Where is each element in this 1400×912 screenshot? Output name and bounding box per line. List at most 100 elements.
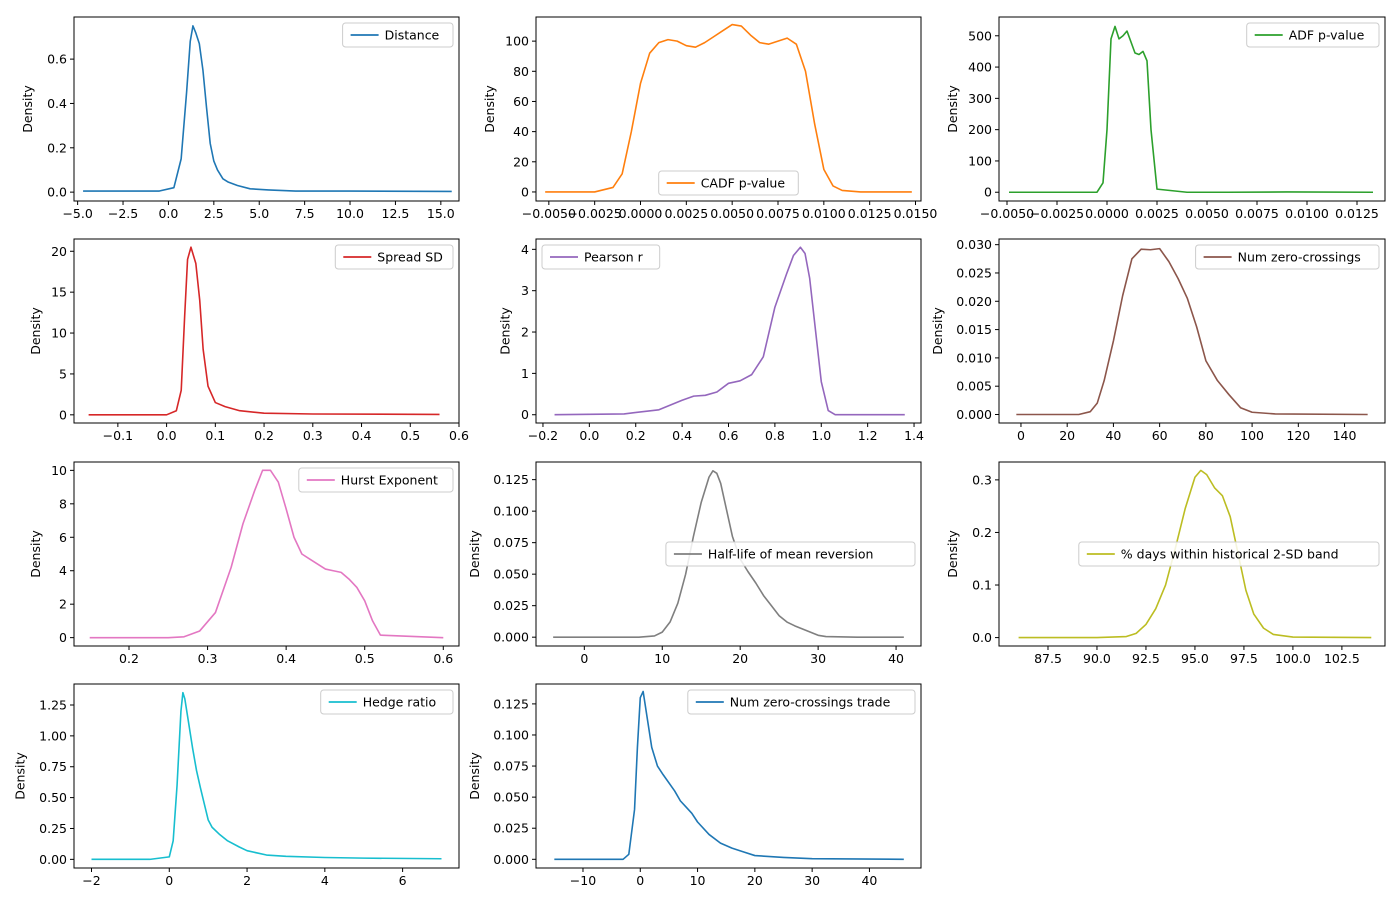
y-tick-label: 0.100 <box>493 504 529 519</box>
x-tick-label: 120 <box>1286 428 1310 443</box>
series-line <box>89 469 444 639</box>
series-line <box>554 246 905 416</box>
y-tick-label: 0.050 <box>493 790 529 805</box>
y-tick-label: 0.2 <box>47 140 67 155</box>
series-line <box>1018 469 1372 639</box>
y-tick-label: 0.025 <box>493 821 529 836</box>
series-line <box>1016 247 1368 416</box>
y-tick-label: 0.005 <box>956 379 992 394</box>
y-tick-label: 0.100 <box>493 727 529 742</box>
legend-label: Half-life of mean reversion <box>708 547 874 562</box>
y-tick-label: 0.50 <box>39 790 67 805</box>
legend-label: Distance <box>385 28 440 43</box>
y-tick-label: 0.25 <box>39 821 67 836</box>
subplot-8: 0 10 20 30 40 0.000 0.025 0.050 0.075 0.100 0.125 D… <box>467 461 922 666</box>
x-tick-label: 30 <box>804 873 820 888</box>
x-tick-label: 7.5 <box>295 206 315 221</box>
x-tick-label: 0.0 <box>158 206 178 221</box>
series-line <box>1009 25 1374 194</box>
y-tick-label: 0.1 <box>972 578 992 593</box>
x-tick-label: −0.0025 <box>568 206 622 221</box>
x-tick-label: 0.6 <box>719 428 739 443</box>
legend-label: % days within historical 2-SD band <box>1121 547 1339 562</box>
x-tick-label: 0.4 <box>352 428 372 443</box>
x-tick-label: 80 <box>1198 428 1214 443</box>
x-tick-label: 0.0050 <box>710 206 754 221</box>
x-tick-label: 0 <box>636 873 644 888</box>
axes-frame <box>73 238 460 424</box>
y-tick-label: 0.075 <box>493 535 529 550</box>
series-line <box>83 25 452 193</box>
x-tick-label: 0.0100 <box>1285 206 1329 221</box>
legend-label: Hurst Exponent <box>341 473 438 488</box>
subplot-5: −0.2 0.0 0.2 0.4 0.6 0.8 1.0 1.2 1.4 0 1 2 3 4 Density… <box>497 238 924 443</box>
y-tick-label: 0.0 <box>972 630 992 645</box>
y-tick-label: 500 <box>968 28 992 43</box>
x-tick-label: 0.5 <box>355 651 375 666</box>
y-tick-label: 40 <box>513 124 529 139</box>
y-tick-label: 0.020 <box>956 294 992 309</box>
legend: Pearson r <box>541 244 661 270</box>
legend-box <box>342 22 454 48</box>
axes-frame <box>73 683 460 869</box>
x-tick-label: 0.3 <box>198 651 218 666</box>
series-line <box>553 470 904 638</box>
legend-box <box>658 170 799 196</box>
x-tick-label: 12.5 <box>382 206 410 221</box>
x-tick-label: 10 <box>654 651 670 666</box>
x-tick-label: 0.0 <box>157 428 177 443</box>
x-tick-label: 102.5 <box>1324 651 1360 666</box>
x-tick-label: 0.2 <box>119 651 139 666</box>
y-tick-label: 0.000 <box>956 407 992 422</box>
x-tick-label: 0.4 <box>276 651 296 666</box>
x-tick-label: 40 <box>888 651 904 666</box>
x-tick-label: 2 <box>243 873 251 888</box>
y-tick-label: 0.125 <box>493 472 529 487</box>
x-tick-label: 0.1 <box>205 428 225 443</box>
y-tick-label: 100 <box>968 153 992 168</box>
x-tick-label: 97.5 <box>1230 651 1258 666</box>
legend-box <box>687 689 916 715</box>
legend-label: Spread SD <box>377 250 443 265</box>
legend-box <box>1195 244 1380 270</box>
y-tick-label: 0.0 <box>47 185 67 200</box>
y-tick-label: 1.25 <box>39 697 67 712</box>
y-axis-label: Density <box>482 85 497 133</box>
y-tick-label: 0.2 <box>972 525 992 540</box>
x-tick-label: 20 <box>1059 428 1075 443</box>
y-axis-label: Density <box>28 307 43 355</box>
y-tick-label: 0.00 <box>39 852 67 867</box>
y-tick-label: 60 <box>513 94 529 109</box>
legend-label: Pearson r <box>584 250 644 265</box>
legend-label: Num zero-crossings trade <box>730 695 891 710</box>
y-tick-label: 2 <box>59 597 67 612</box>
x-tick-label: −2 <box>82 873 100 888</box>
x-tick-label: 0.0000 <box>619 206 663 221</box>
legend: CADF p-value <box>658 170 799 196</box>
x-tick-label: 2.5 <box>204 206 224 221</box>
subplot-1: −5.0 −2.5 0.0 2.5 5.0 7.5 10.0 12.5 15.0 0.0 0.2 0.… <box>20 16 460 221</box>
y-tick-label: 0 <box>521 407 529 422</box>
series-line <box>554 690 904 861</box>
subplot-3: −0.0050−0.0025 0.0000 0.0025 0.0050 0.0075 0.… <box>945 16 1386 221</box>
x-tick-label: 0.0125 <box>1335 206 1379 221</box>
subplot-11: −10 0 10 20 30 40 0.000 0.025 0.050 0.075 0.100 0.1… <box>467 683 922 888</box>
y-axis-label: Density <box>467 752 482 800</box>
axes-frame <box>998 461 1386 647</box>
x-tick-label: 100.0 <box>1275 651 1311 666</box>
legend: Hedge ratio <box>320 689 454 715</box>
legend-box <box>1246 22 1380 48</box>
subplot-9: 87.5 90.0 92.5 95.0 97.5 100.0 102.5 0.0 0.1 0.2 0… <box>945 461 1386 666</box>
legend: Num zero-crossings trade <box>687 689 916 715</box>
x-tick-label: 10.0 <box>336 206 364 221</box>
x-tick-label: 0.2 <box>626 428 646 443</box>
y-tick-label: 0 <box>59 630 67 645</box>
x-tick-label: 0.0075 <box>1235 206 1279 221</box>
x-tick-label: 92.5 <box>1132 651 1160 666</box>
x-tick-label: −2.5 <box>108 206 138 221</box>
axes-frame <box>73 461 460 647</box>
x-tick-label: 40 <box>861 873 877 888</box>
x-tick-label: 0.5 <box>400 428 420 443</box>
y-tick-label: 15 <box>51 285 67 300</box>
x-tick-label: 0.0 <box>579 428 599 443</box>
